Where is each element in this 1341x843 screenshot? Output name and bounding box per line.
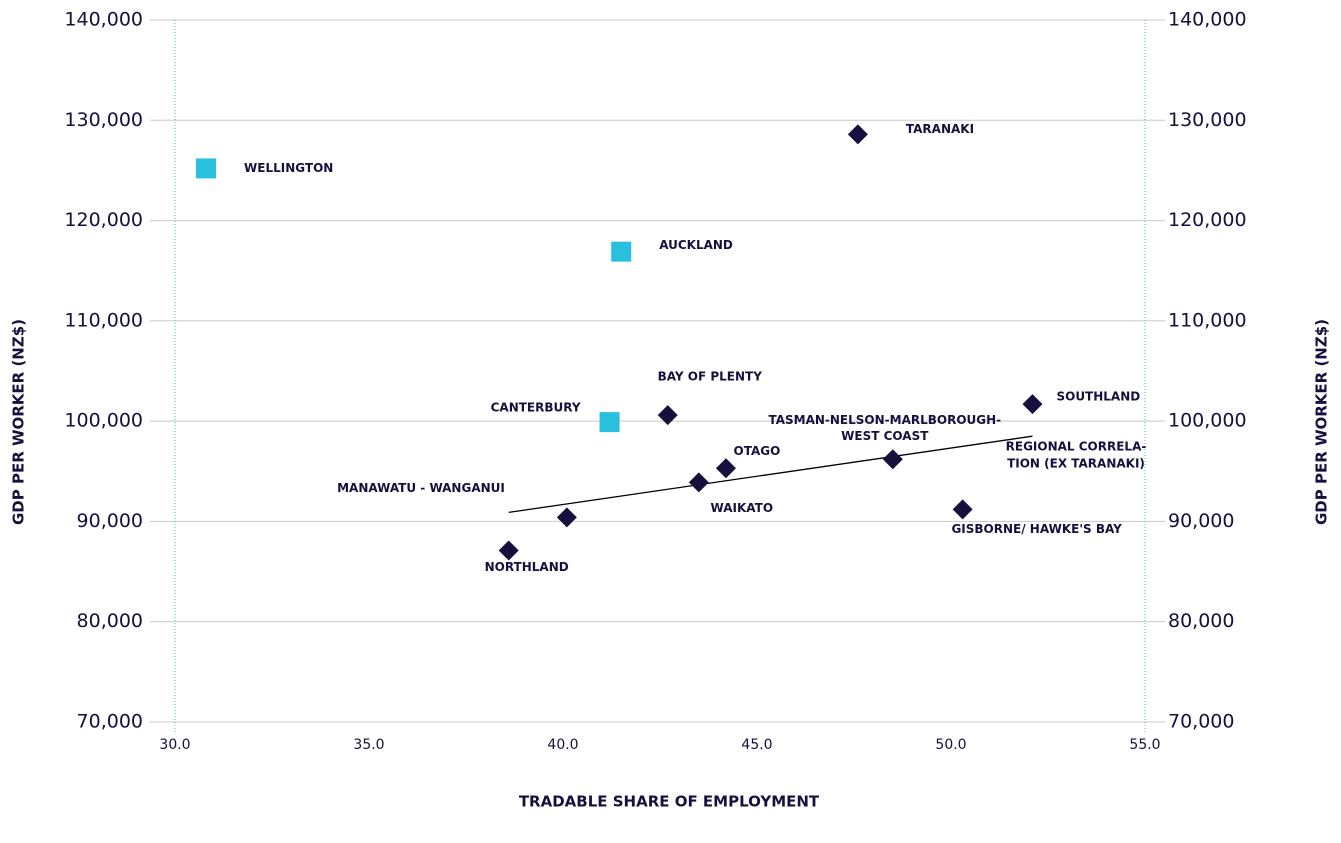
point-label: BAY OF PLENTY (658, 370, 763, 384)
x-axis-title: TRADABLE SHARE OF EMPLOYMENT (519, 793, 820, 811)
y2-tick-label: 80,000 (1168, 610, 1234, 632)
point-label: AUCKLAND (659, 238, 733, 252)
y-tick-label: 80,000 (77, 610, 143, 632)
diamond-marker (556, 507, 577, 528)
y-axis-title: GDP PER WORKER (NZ$) (10, 319, 28, 525)
trendline-label: TION (EX TARANAKI) (1007, 457, 1145, 471)
point-label: CANTERBURY (491, 401, 581, 415)
y2-tick-label: 100,000 (1168, 410, 1247, 432)
point-label: GISBORNE/ HAWKE'S BAY (951, 522, 1122, 536)
y-tick-label: 70,000 (77, 711, 143, 733)
point-label: WELLINGTON (244, 161, 333, 175)
point-label: TASMAN-NELSON-MARLBOROUGH- (768, 413, 1001, 427)
y2-tick-label: 90,000 (1168, 510, 1234, 532)
square-marker (599, 412, 620, 433)
y2-tick-label: 120,000 (1168, 209, 1247, 231)
diamond-marker (847, 124, 868, 145)
y-tick-label: 100,000 (64, 410, 143, 432)
y-tick-label: 130,000 (64, 109, 143, 131)
x-tick-label: 40.0 (547, 737, 578, 753)
diamond-marker (498, 540, 519, 561)
y2-tick-label: 110,000 (1168, 309, 1247, 331)
y-tick-label: 110,000 (64, 309, 143, 331)
y2-tick-label: 70,000 (1168, 711, 1234, 733)
point-label: NORTHLAND (485, 560, 569, 574)
square-marker (611, 241, 632, 262)
diamond-marker (688, 472, 709, 493)
point-label: TARANAKI (906, 122, 974, 136)
point-label: SOUTHLAND (1056, 390, 1140, 404)
x-tick-label: 35.0 (353, 737, 384, 753)
diamond-marker (952, 499, 973, 520)
diamond-marker (882, 449, 903, 470)
x-tick-label: 45.0 (741, 737, 772, 753)
square-marker (196, 158, 217, 179)
y-tick-label: 120,000 (64, 209, 143, 231)
point-label: OTAGO (734, 444, 781, 458)
y2-tick-label: 140,000 (1168, 9, 1247, 31)
point-label: MANAWATU - WANGANUI (337, 481, 505, 495)
x-tick-label: 55.0 (1129, 737, 1160, 753)
diamond-marker (657, 405, 678, 426)
diamond-marker (715, 458, 736, 479)
y2-axis-title: GDP PER WORKER (NZ$) (1313, 319, 1331, 525)
y2-tick-label: 130,000 (1168, 109, 1247, 131)
point-label: WAIKATO (711, 501, 774, 515)
y-tick-label: 140,000 (64, 9, 143, 31)
point-label: WEST COAST (841, 429, 929, 443)
x-tick-label: 50.0 (935, 737, 966, 753)
y-tick-label: 90,000 (77, 510, 143, 532)
diamond-marker (1022, 394, 1043, 415)
x-tick-label: 30.0 (159, 737, 190, 753)
trendline-label: REGIONAL CORRELA- (1006, 440, 1147, 454)
trendline (508, 435, 1033, 514)
